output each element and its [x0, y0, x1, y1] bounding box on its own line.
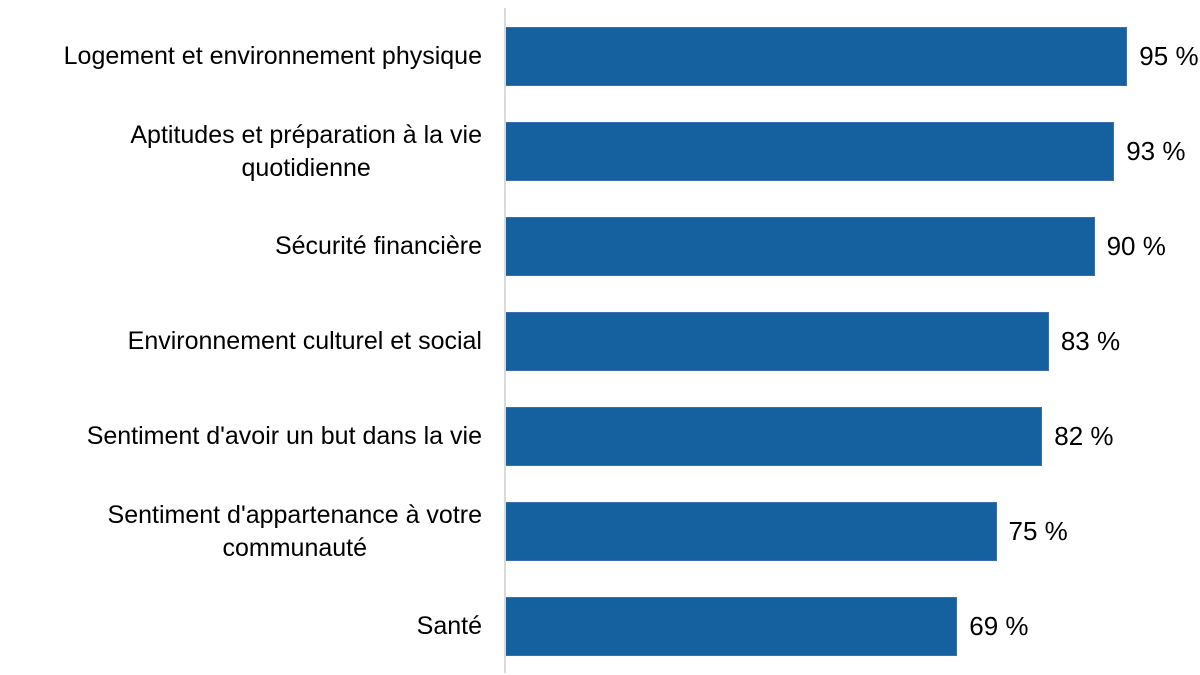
value-label: 82 %	[1054, 421, 1114, 451]
category-label: Sentiment d'appartenance à votre communa…	[107, 501, 482, 562]
chart-row: Logement et environnement physique 95 %	[0, 9, 1200, 104]
plot-cell: 95 %	[506, 9, 1200, 104]
y-axis-line	[504, 8, 506, 673]
value-label: 69 %	[969, 611, 1029, 641]
value-label: 90 %	[1106, 231, 1166, 261]
chart-row: Sentiment d'appartenance à votre communa…	[0, 484, 1200, 579]
plot-cell: 83 %	[506, 294, 1200, 389]
category-label-cell: Sentiment d'appartenance à votre communa…	[0, 484, 506, 579]
chart-row: Environnement culturel et social 83 %	[0, 294, 1200, 389]
bar	[506, 122, 1115, 181]
bar	[506, 312, 1049, 371]
plot-cell: 90 %	[506, 199, 1200, 294]
bar	[506, 597, 958, 656]
plot-cell: 93 %	[506, 104, 1200, 199]
category-label-cell: Environnement culturel et social	[0, 294, 506, 389]
chart-row: Sécurité financière 90 %	[0, 199, 1200, 294]
category-label-cell: Aptitudes et préparation à la vie quotid…	[0, 104, 506, 199]
chart-row: Sentiment d'avoir un but dans la vie 82 …	[0, 389, 1200, 484]
plot-cell: 82 %	[506, 389, 1200, 484]
value-label: 93 %	[1126, 136, 1186, 166]
category-label-cell: Sécurité financière	[0, 199, 506, 294]
category-label: Logement et environnement physique	[63, 42, 482, 71]
value-label: 83 %	[1060, 326, 1121, 356]
category-label-cell: Logement et environnement physique	[0, 9, 506, 104]
category-label: Sécurité financière	[274, 232, 482, 261]
chart-row: Aptitudes et préparation à la vie quotid…	[0, 104, 1200, 199]
category-label-cell: Santé	[0, 579, 506, 674]
bar	[506, 217, 1095, 276]
bar	[506, 407, 1043, 466]
plot-cell: 75 %	[506, 484, 1200, 579]
plot-cell: 69 %	[506, 579, 1200, 674]
category-label: Environnement culturel et social	[127, 327, 482, 356]
bar	[506, 502, 997, 561]
category-label: Santé	[416, 612, 482, 641]
value-label: 75 %	[1008, 516, 1068, 546]
bar	[506, 27, 1128, 86]
value-label: 95 %	[1139, 41, 1199, 71]
category-label-cell: Sentiment d'avoir un but dans la vie	[0, 389, 506, 484]
category-label: Aptitudes et préparation à la vie quotid…	[130, 121, 482, 182]
category-label: Sentiment d'avoir un but dans la vie	[86, 422, 482, 451]
chart-row: Santé 69 %	[0, 579, 1200, 674]
